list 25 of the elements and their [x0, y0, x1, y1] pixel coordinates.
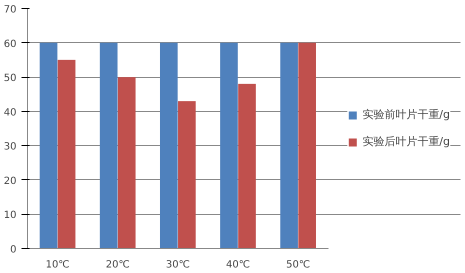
bar: [160, 42, 178, 248]
x-tick-label: 10℃: [46, 260, 70, 270]
bar: [58, 60, 76, 248]
y-tick-label: 30: [4, 142, 17, 153]
bar: [40, 42, 58, 248]
y-tick-label: 50: [4, 73, 17, 84]
bar: [298, 42, 316, 248]
x-tick-label: 50℃: [286, 260, 310, 270]
y-tick-label: 40: [4, 107, 17, 118]
bar: [178, 101, 196, 248]
y-tick-label: 0: [10, 244, 17, 256]
bar: [100, 42, 118, 248]
bar: [220, 42, 238, 248]
y-tick-label: 70: [4, 4, 17, 16]
y-tick-label: 60: [4, 38, 17, 50]
x-tick-label: 30℃: [166, 260, 190, 270]
x-tick-label: 20℃: [106, 260, 130, 270]
y-tick-label: 10: [4, 210, 17, 222]
y-tick-label: 20: [4, 176, 17, 187]
bar: [118, 77, 136, 248]
x-tick-label: 40℃: [226, 260, 250, 270]
bar: [280, 42, 298, 248]
bar: [238, 84, 256, 248]
legend-label: 实验后叶片干重/g: [362, 134, 450, 149]
legend-label: 实验前叶片干重/g: [362, 107, 450, 122]
